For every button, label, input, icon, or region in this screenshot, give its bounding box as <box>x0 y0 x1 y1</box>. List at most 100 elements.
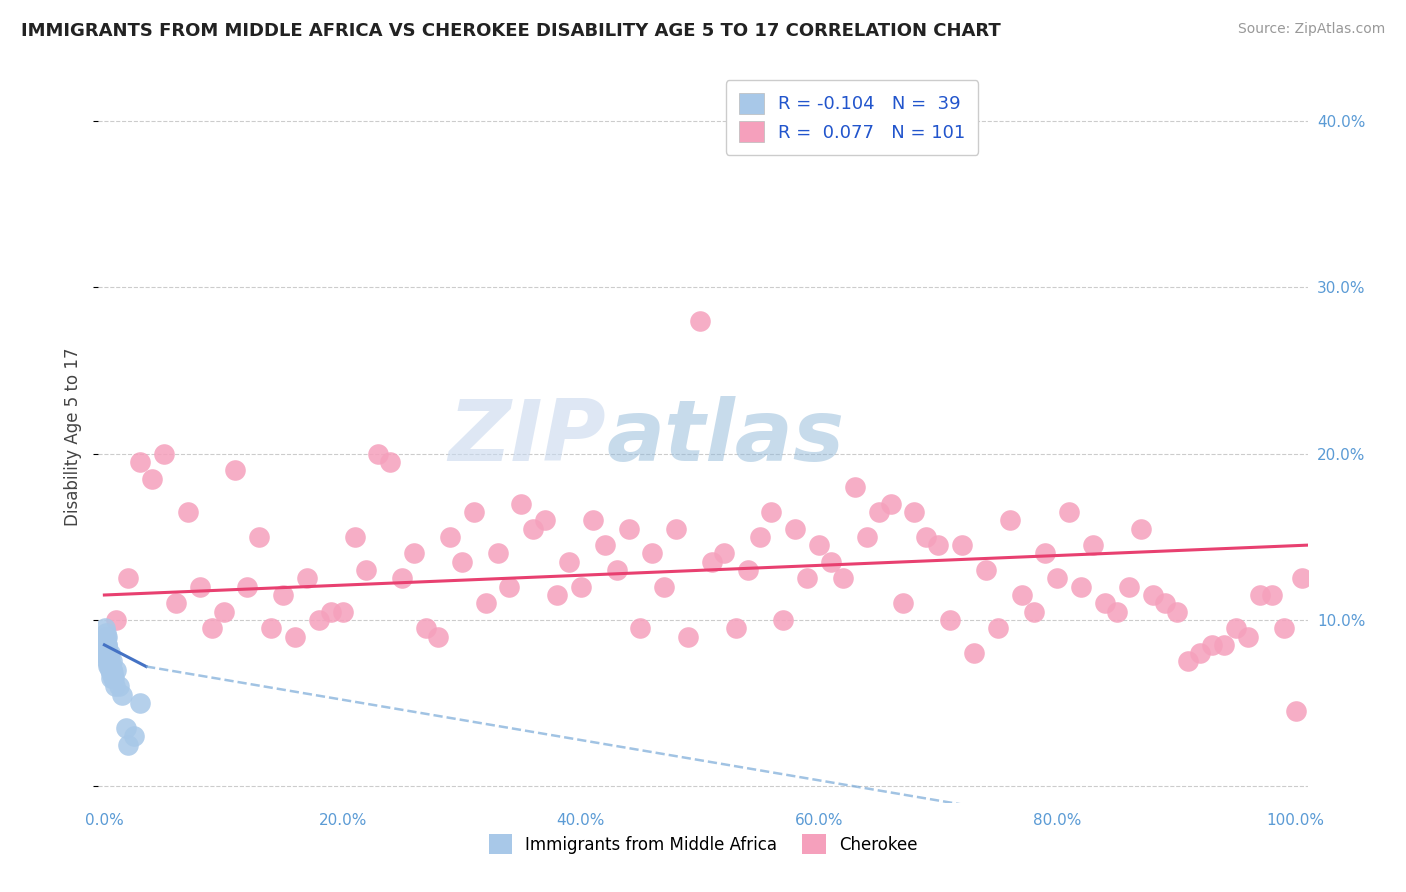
Point <box>606 563 628 577</box>
Point <box>1105 605 1128 619</box>
Point <box>915 530 938 544</box>
Point <box>97 659 120 673</box>
Point <box>1249 588 1271 602</box>
Point <box>96 630 118 644</box>
Point <box>367 447 389 461</box>
Point <box>97 655 120 669</box>
Point <box>439 530 461 544</box>
Text: atlas: atlas <box>606 395 845 479</box>
Point <box>546 588 568 602</box>
Point <box>295 571 318 585</box>
Point <box>96 638 118 652</box>
Point <box>98 655 121 669</box>
Point <box>534 513 557 527</box>
Point <box>100 655 122 669</box>
Point <box>96 643 118 657</box>
Point <box>96 646 118 660</box>
Point <box>737 563 759 577</box>
Point <box>141 472 163 486</box>
Point <box>950 538 973 552</box>
Point <box>1059 505 1081 519</box>
Point <box>879 497 901 511</box>
Point <box>474 596 496 610</box>
Point <box>117 571 139 585</box>
Point <box>236 580 259 594</box>
Point <box>98 655 121 669</box>
Point <box>97 655 120 669</box>
Point <box>103 671 125 685</box>
Point <box>761 505 783 519</box>
Point <box>100 663 122 677</box>
Point <box>1177 655 1199 669</box>
Point <box>939 613 962 627</box>
Point <box>676 630 699 644</box>
Point <box>271 588 294 602</box>
Point <box>1142 588 1164 602</box>
Point <box>522 521 544 535</box>
Point <box>1285 705 1308 719</box>
Point <box>1261 588 1284 602</box>
Point <box>122 729 145 743</box>
Point <box>987 621 1010 635</box>
Point <box>1225 621 1247 635</box>
Point <box>1189 646 1212 660</box>
Point <box>343 530 366 544</box>
Point <box>105 663 128 677</box>
Point <box>450 555 472 569</box>
Point <box>96 638 118 652</box>
Point <box>103 671 125 685</box>
Point <box>1201 638 1223 652</box>
Point <box>1046 571 1069 585</box>
Point <box>96 649 118 664</box>
Point <box>391 571 413 585</box>
Point <box>1166 605 1188 619</box>
Point <box>1118 580 1140 594</box>
Point <box>94 638 117 652</box>
Point <box>200 621 222 635</box>
Point <box>177 505 200 519</box>
Point <box>1291 571 1313 585</box>
Point <box>1129 521 1152 535</box>
Text: IMMIGRANTS FROM MIDDLE AFRICA VS CHEROKEE DISABILITY AGE 5 TO 17 CORRELATION CHA: IMMIGRANTS FROM MIDDLE AFRICA VS CHEROKE… <box>21 22 1001 40</box>
Point <box>463 505 485 519</box>
Point <box>903 505 925 519</box>
Point <box>724 621 747 635</box>
Point <box>772 613 794 627</box>
Point <box>569 580 592 594</box>
Point <box>832 571 855 585</box>
Point <box>415 621 437 635</box>
Point <box>1237 630 1260 644</box>
Point <box>96 632 118 647</box>
Point <box>404 546 426 560</box>
Point <box>247 530 270 544</box>
Point <box>689 314 711 328</box>
Point <box>785 521 807 535</box>
Y-axis label: Disability Age 5 to 17: Disability Age 5 to 17 <box>65 348 83 526</box>
Point <box>111 688 134 702</box>
Point <box>319 605 342 619</box>
Point <box>510 497 533 511</box>
Point <box>665 521 688 535</box>
Point <box>868 505 890 519</box>
Point <box>117 738 139 752</box>
Point <box>308 613 330 627</box>
Point <box>844 480 866 494</box>
Point <box>101 666 124 681</box>
Point <box>713 546 735 560</box>
Point <box>332 605 354 619</box>
Point <box>426 630 449 644</box>
Point <box>641 546 664 560</box>
Point <box>1272 621 1295 635</box>
Point <box>820 555 842 569</box>
Point <box>963 646 986 660</box>
Point <box>129 696 152 710</box>
Point <box>998 513 1021 527</box>
Point <box>114 721 136 735</box>
Point <box>593 538 616 552</box>
Point <box>808 538 831 552</box>
Point <box>165 596 187 610</box>
Legend: Immigrants from Middle Africa, Cherokee: Immigrants from Middle Africa, Cherokee <box>482 828 924 860</box>
Point <box>498 580 520 594</box>
Point <box>97 646 120 660</box>
Point <box>974 563 997 577</box>
